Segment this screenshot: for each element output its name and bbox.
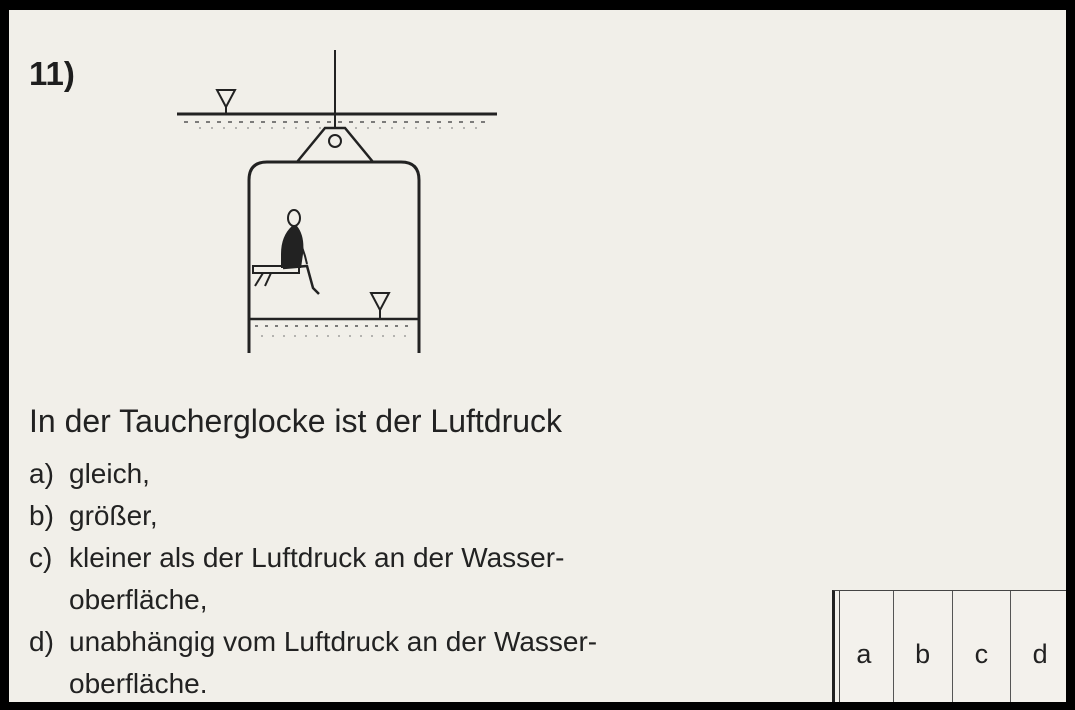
answer-cell-a[interactable]: a bbox=[835, 591, 894, 702]
option-c: c) kleiner als der Luftdruck an der Wass… bbox=[29, 537, 597, 621]
answer-cell-b[interactable]: b bbox=[894, 591, 953, 702]
option-a: a) gleich, bbox=[29, 453, 597, 495]
option-letter: c) bbox=[29, 542, 53, 573]
option-text: kleiner als der Luftdruck an der Wasser- bbox=[69, 542, 565, 573]
option-text: größer, bbox=[69, 500, 158, 531]
bell-inner-water bbox=[249, 317, 419, 337]
water-level-marker-icon bbox=[215, 89, 237, 110]
option-text-continued: oberfläche. bbox=[69, 668, 208, 699]
option-text-continued: oberfläche, bbox=[69, 584, 208, 615]
option-letter: a) bbox=[29, 458, 54, 489]
answer-options: a) gleich, b) größer, c) kleiner als der… bbox=[29, 453, 597, 702]
seated-person-icon bbox=[281, 209, 320, 295]
option-text: gleich, bbox=[69, 458, 150, 489]
water-surface bbox=[177, 112, 497, 129]
diving-bell bbox=[247, 160, 421, 353]
option-d: d) unabhängig vom Luftdruck an der Wasse… bbox=[29, 621, 597, 702]
pulley-icon bbox=[294, 126, 376, 164]
option-b: b) größer, bbox=[29, 495, 597, 537]
question-number: 11) bbox=[29, 55, 75, 92]
water-level-marker-icon bbox=[369, 292, 391, 313]
option-letter: b) bbox=[29, 500, 54, 531]
answer-box: a b c d bbox=[832, 590, 1066, 702]
bench bbox=[252, 265, 300, 287]
option-text: unabhängig vom Luftdruck an der Wasser- bbox=[69, 626, 598, 657]
diving-bell-figure bbox=[177, 50, 497, 353]
option-letter: d) bbox=[29, 626, 54, 657]
answer-cell-d[interactable]: d bbox=[1032, 638, 1048, 669]
question-sheet: 11) bbox=[9, 10, 1066, 702]
question-stem: In der Taucherglocke ist der Luftdruck bbox=[29, 403, 563, 439]
answer-cell-c[interactable]: c bbox=[953, 591, 1012, 702]
